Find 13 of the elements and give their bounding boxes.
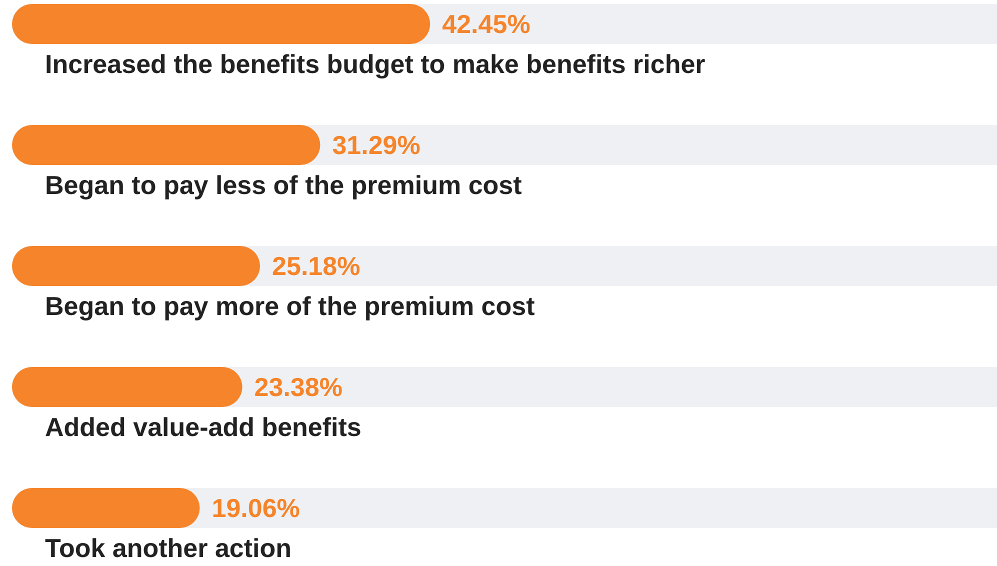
data-label: 23.38% <box>254 372 342 402</box>
data-label: 42.45% <box>442 9 530 39</box>
bar <box>12 367 242 407</box>
data-label: 19.06% <box>212 493 300 523</box>
bar <box>12 246 260 286</box>
y-tick-label: Began to pay less of the premium cost <box>45 170 522 200</box>
y-tick-label: Took another action <box>45 533 292 563</box>
y-tick-label: Added value-add benefits <box>45 412 362 442</box>
y-tick-label: Began to pay more of the premium cost <box>45 291 536 321</box>
data-label: 31.29% <box>332 130 420 160</box>
bar <box>12 488 200 528</box>
y-tick-label: Increased the benefits budget to make benefits richer <box>45 49 706 79</box>
data-label: 25.18% <box>272 251 360 281</box>
